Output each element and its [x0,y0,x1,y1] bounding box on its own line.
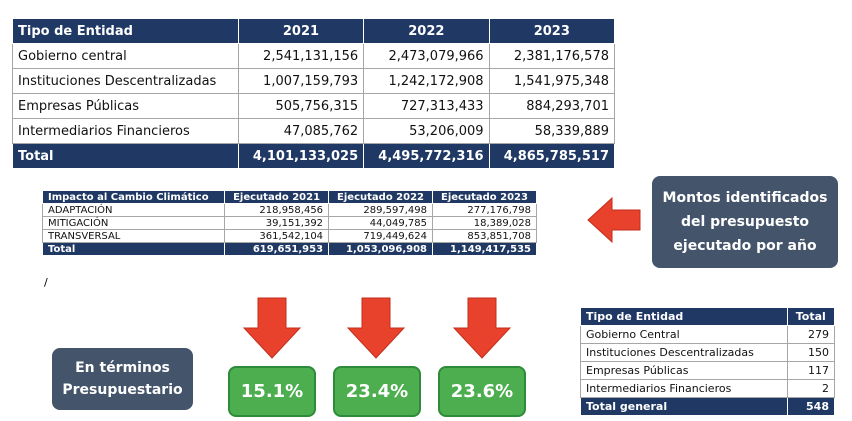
table-cell: Empresas Públicas [12,93,239,119]
table-cell: 719,449,624 [328,229,434,243]
arrow-down [452,297,512,359]
table-row: Instituciones Descentralizadas 1,007,159,… [12,68,616,94]
table-cell: 1,149,417,535 [432,242,537,256]
arrow-down [346,297,406,359]
label-line: En términos [75,360,170,376]
table-cell: 853,851,708 [432,229,537,243]
table-cell: 2 [786,379,836,398]
table-cell: 2022 [363,18,490,44]
table-cell: 4,865,785,517 [488,143,616,169]
table-row: Total general 548 [580,397,836,416]
table-row: Intermediarios Financieros 2 [580,379,836,398]
table-cell: TRANSVERSAL [41,229,226,243]
callout-line: ejecutado por año [673,238,817,254]
table-cell: 1,053,096,908 [328,242,434,256]
table-cell: 1,007,159,793 [237,68,365,94]
table: Tipo de Entidad 2021 2022 2023 Gobierno cent… [12,18,616,169]
table-cell: Empresas Públicas [580,361,788,380]
table-row: Total 4,101,133,025 4,495,772,316 4,865,785… [12,143,616,169]
table-cell: 4,495,772,316 [363,143,490,169]
table-cell: Total general [580,397,788,416]
table-cell: Ejecutado 2021 [224,190,330,204]
table-cell: Tipo de Entidad [580,307,788,326]
arrow-left [587,196,641,244]
table-cell: 277,176,798 [432,203,537,217]
indicator: 15.1% [228,366,316,417]
table-row: Total 619,651,953 1,053,096,908 1,149,417,5… [41,242,537,256]
table-cell: 58,339,889 [488,118,616,144]
table-cell: MITIGACIÓN [41,216,226,230]
table-cell: 47,085,762 [237,118,365,144]
table-row: Empresas Públicas 117 [580,361,836,380]
stray-mark: / [44,276,48,289]
table-cell: 279 [786,325,836,344]
table-cell: 884,293,701 [488,93,616,119]
table-cell: 2021 [237,18,365,44]
table-cell: 53,206,009 [363,118,490,144]
table-row: Gobierno Central 279 [580,325,836,344]
table-cell: 1,541,975,348 [488,68,616,94]
table-cell: Impacto al Cambio Climático [41,190,226,204]
table-row: Instituciones Descentralizadas 150 [580,343,836,362]
table-cell: 2,381,176,578 [488,43,616,69]
table-row: MITIGACIÓN 39,151,392 44,049,785 18,389,028 [41,216,537,230]
table-row: Tipo de Entidad Total [580,307,836,326]
table-cell: 39,151,392 [224,216,330,230]
table-cell: Total [41,242,226,256]
table-cell: 218,958,456 [224,203,330,217]
table: Tipo de Entidad Total Gobierno Central 279 I… [580,307,836,416]
table-row: Tipo de Entidad 2021 2022 2023 [12,18,616,44]
callout: Montos identificados del presupuesto eje… [652,176,838,268]
table-cell: Tipo de Entidad [12,18,239,44]
table-row: Intermediarios Financieros 47,085,762 53,2… [12,118,616,144]
table-cell: Total [12,143,239,169]
table-row: Empresas Públicas 505,756,315 727,313,433 8… [12,93,616,119]
indicator: 23.6% [438,366,526,417]
table-cell: Gobierno central [12,43,239,69]
table-row: Gobierno central 2,541,131,156 2,473,079,9… [12,43,616,69]
callout-line: del presupuesto [680,214,810,230]
table-cell: Intermediarios Financieros [580,379,788,398]
label-line: Presupuestario [62,382,183,398]
table-cell: Instituciones Descentralizadas [12,68,239,94]
table-row: Impacto al Cambio Climático Ejecutado 202… [41,190,537,204]
table-cell: 505,756,315 [237,93,365,119]
table-cell: 2,541,131,156 [237,43,365,69]
table-cell: 1,242,172,908 [363,68,490,94]
table-cell: 4,101,133,025 [237,143,365,169]
table-row: ADAPTACIÓN 218,958,456 289,597,498 277,176,… [41,203,537,217]
table-cell: 289,597,498 [328,203,434,217]
indicator: 23.4% [333,366,421,417]
arrow-down [242,297,302,359]
table-cell: 619,651,953 [224,242,330,256]
table-cell: 548 [786,397,836,416]
table-cell: 18,389,028 [432,216,537,230]
table-cell: Instituciones Descentralizadas [580,343,788,362]
table-cell: 2023 [488,18,616,44]
table-cell: 727,313,433 [363,93,490,119]
table-cell: Ejecutado 2022 [328,190,434,204]
table-cell: Ejecutado 2023 [432,190,537,204]
table-row: TRANSVERSAL 361,542,104 719,449,624 853,851… [41,229,537,243]
indicator-label: En términos Presupuestario [52,348,193,410]
table: Impacto al Cambio Climático Ejecutado 202… [41,190,537,256]
table-cell: 117 [786,361,836,380]
table-cell: Intermediarios Financieros [12,118,239,144]
table-cell: Total [786,307,836,326]
callout-line: Montos identificados [662,190,828,206]
table-cell: Gobierno Central [580,325,788,344]
table-cell: 2,473,079,966 [363,43,490,69]
table-cell: 361,542,104 [224,229,330,243]
table-cell: ADAPTACIÓN [41,203,226,217]
table-cell: 44,049,785 [328,216,434,230]
table-cell: 150 [786,343,836,362]
